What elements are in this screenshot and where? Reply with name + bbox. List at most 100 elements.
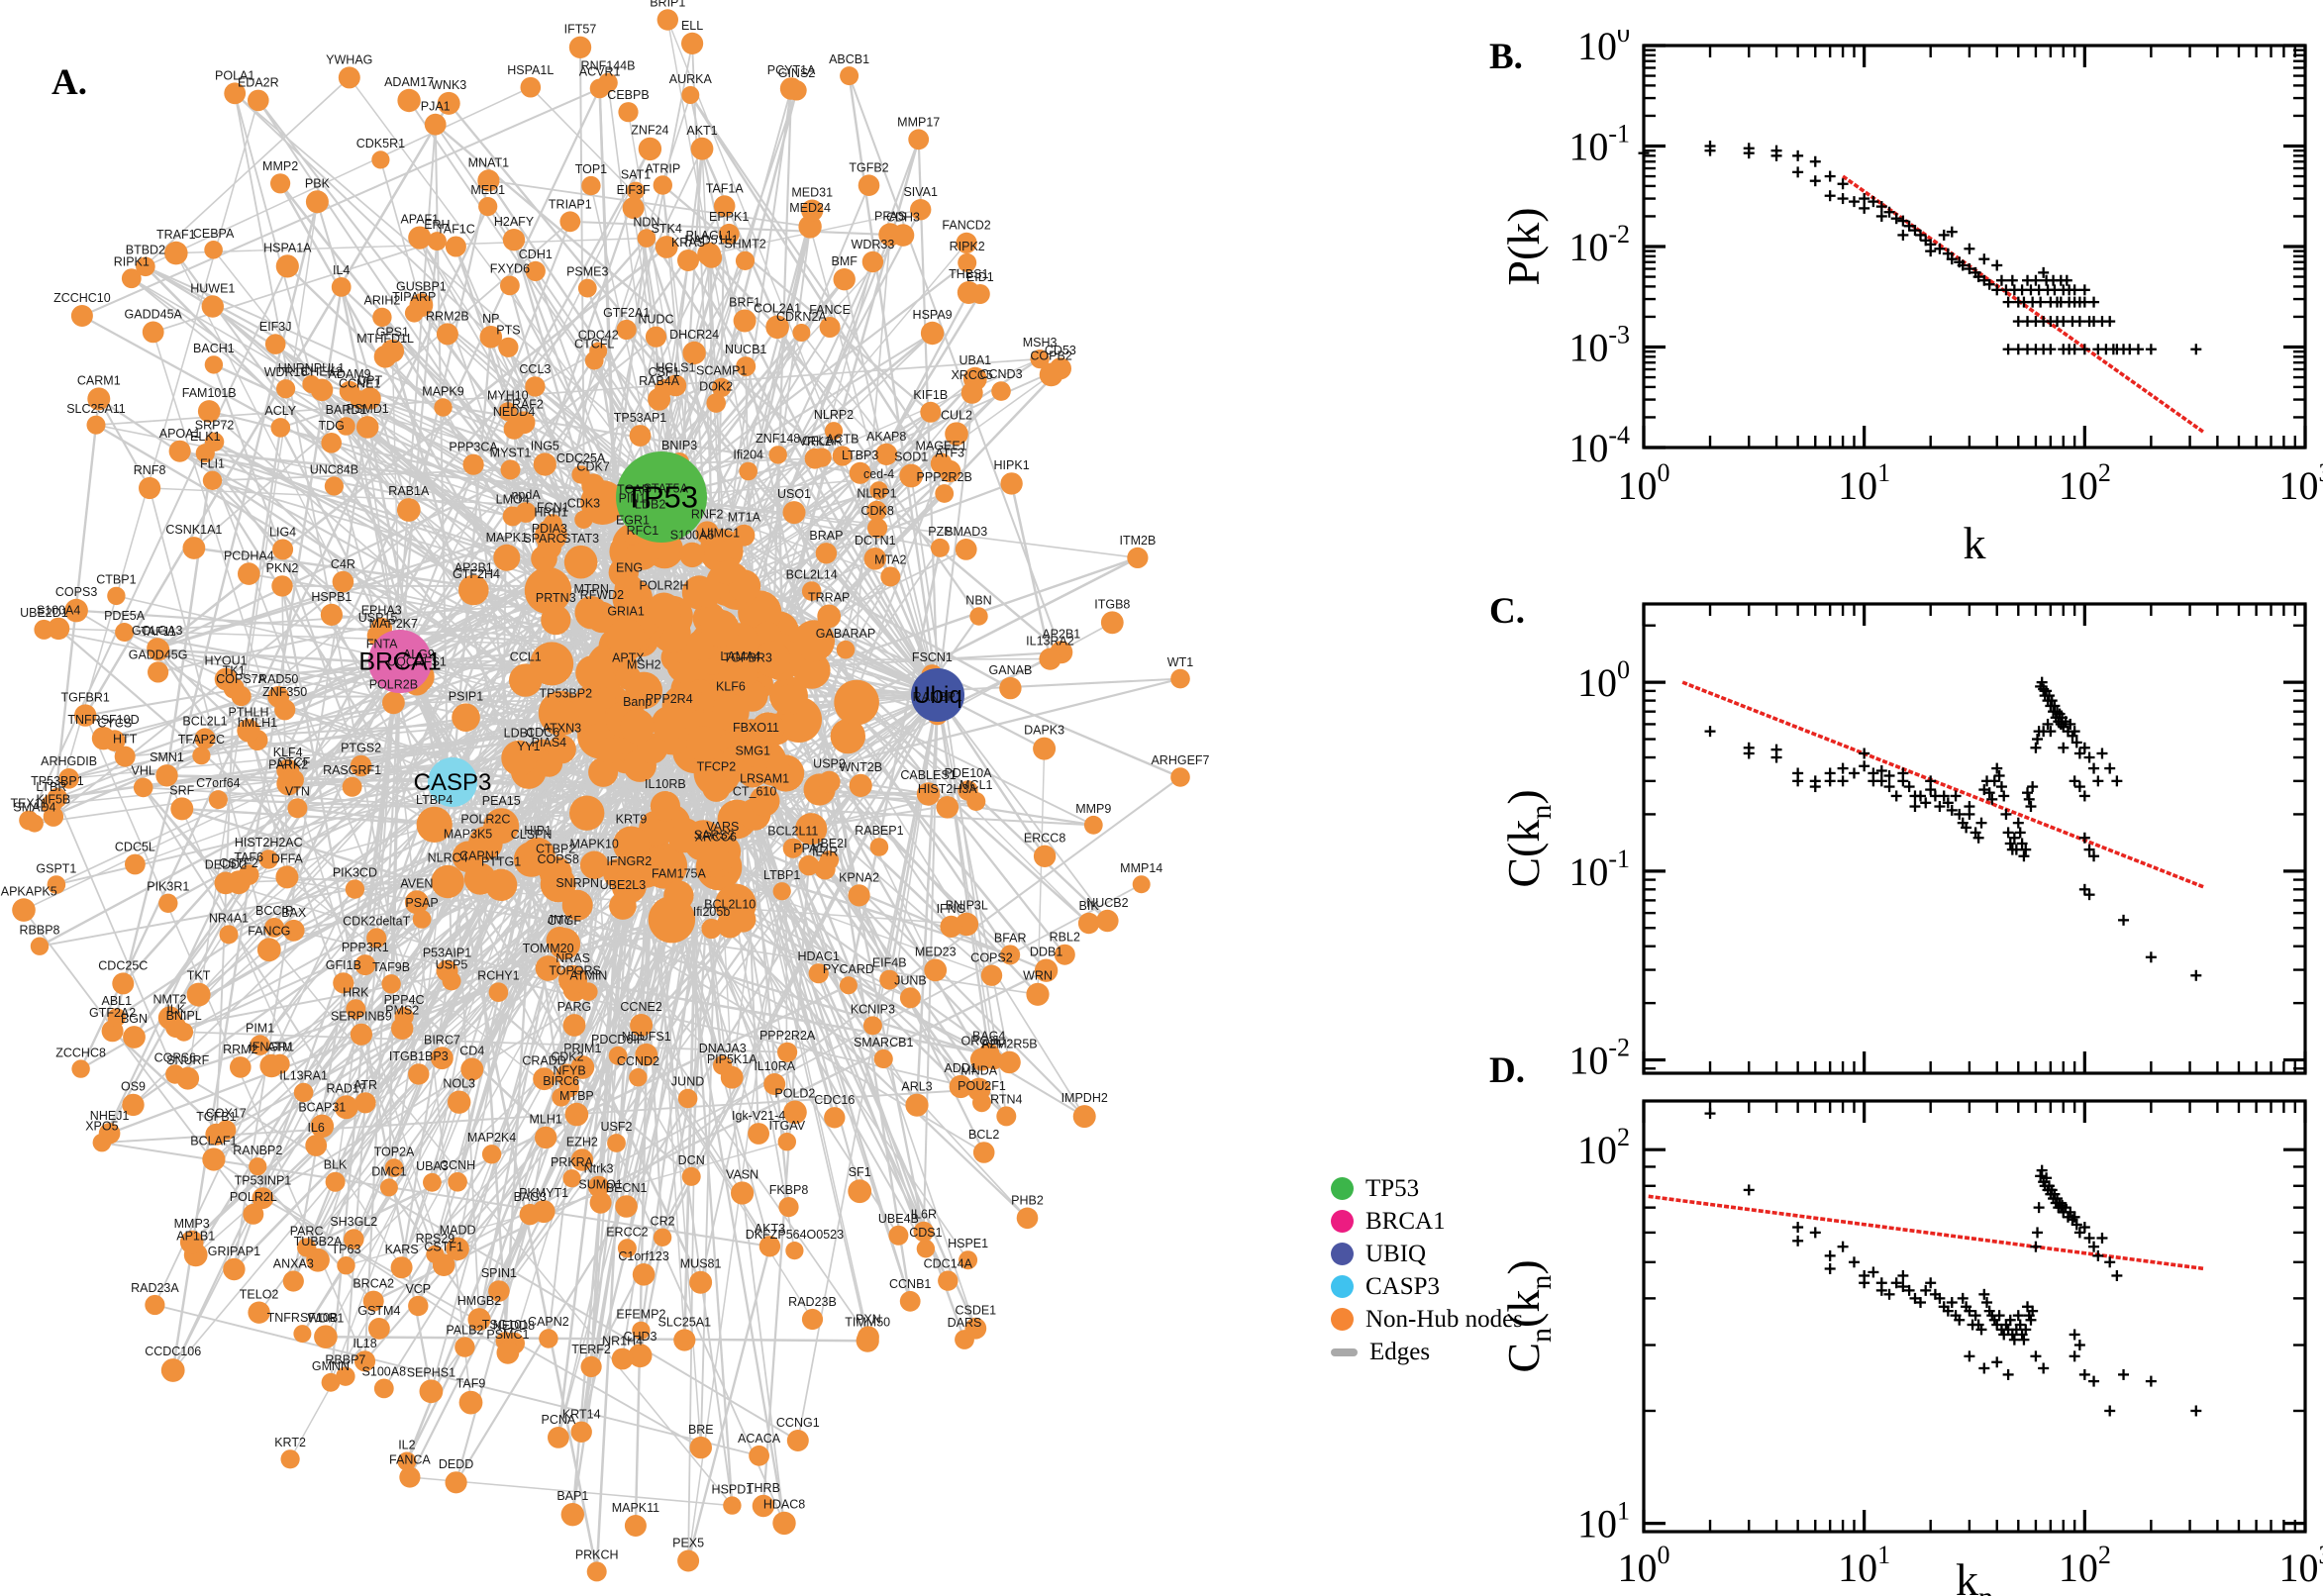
node-label: EFEMP2 (616, 1308, 665, 1322)
node-label: BCLAF1 (190, 1134, 237, 1147)
network-edge (102, 737, 734, 1507)
node-label: BARD1 (326, 403, 367, 417)
node-label: FANCG (248, 924, 290, 938)
network-edge (752, 763, 1008, 1118)
node-label: ATRIP (645, 161, 680, 175)
node-label: TSG101 (482, 1318, 529, 1332)
node-label: IFNG (937, 902, 966, 916)
node-label: GUSBP1 (396, 279, 447, 293)
node-label: LDB1 (504, 727, 535, 741)
network-node (264, 334, 286, 354)
node-label: ZNF350 (262, 685, 307, 699)
node-label: PBK (305, 176, 331, 190)
node-label: XPO5 (85, 1120, 118, 1134)
network-edge (171, 780, 454, 1372)
node-label: EZH2 (566, 1135, 598, 1148)
node-label: PPP4C (384, 993, 425, 1007)
network-edge (810, 668, 925, 1234)
plot-frame (1642, 1099, 2307, 1534)
network-node (332, 570, 354, 593)
network-edge (296, 780, 454, 810)
network-node (772, 1511, 796, 1536)
network-node (1000, 472, 1023, 495)
node-label: CSTF1 (424, 1240, 463, 1253)
network-node (424, 113, 447, 136)
network-node (785, 1242, 804, 1260)
network-node (139, 476, 161, 500)
network-edge (270, 735, 602, 1067)
network-node (164, 241, 188, 265)
network-node (552, 1087, 571, 1107)
network-node (493, 544, 521, 571)
node-label: MAPK10 (570, 838, 619, 851)
hub-label-casp3: CASP3 (414, 769, 492, 796)
network-node (641, 847, 671, 876)
network-node (632, 1263, 656, 1286)
network-node (940, 915, 962, 939)
node-label: CDC6 (526, 726, 559, 740)
node-label: PDE10A (945, 766, 993, 780)
network-node (107, 1008, 127, 1027)
node-label: Ntrk3 (584, 1162, 614, 1176)
network-node (477, 169, 500, 192)
node-label: CDH1 (519, 248, 553, 261)
network-node (998, 1050, 1021, 1074)
node-label: EDA2R (238, 76, 279, 90)
node-label: CHEK2 (301, 365, 343, 379)
node-label: CCNE2 (620, 1000, 661, 1014)
network-node (832, 446, 853, 466)
node-label: HCLS1 (656, 361, 695, 375)
network-node (779, 77, 803, 100)
tick-label: 102 (2059, 1541, 2111, 1590)
network-edge (888, 693, 940, 981)
node-label: UIMC1 (701, 526, 740, 540)
network-edge (55, 660, 401, 799)
node-label: TUBB2A (294, 1235, 343, 1248)
node-label: ZCCHC8 (55, 1046, 106, 1059)
network-node (908, 129, 930, 150)
node-label: CDK7 (576, 459, 609, 473)
network-node (718, 223, 740, 245)
network-node (650, 791, 681, 822)
node-label: EIF3J (259, 320, 292, 334)
network-node (581, 175, 601, 196)
network-node (611, 1347, 634, 1370)
y-axis-label: Cn(kn) (1498, 1259, 1558, 1372)
network-node (201, 295, 224, 318)
legend-item-nonhub: Non-Hub nodes (1331, 1303, 1523, 1336)
node-label: HDAC8 (763, 1498, 805, 1512)
network-node (419, 1379, 444, 1404)
node-label: PKMYT1 (519, 1186, 568, 1200)
tick-label: 10-2 (1568, 220, 1630, 269)
node-label: GINS2 (778, 66, 816, 80)
network-node (71, 1059, 90, 1078)
legend-label-edges: Edges (1369, 1338, 1431, 1365)
network-edge (165, 774, 324, 1128)
plot-frame (1642, 44, 2307, 449)
node-label: MLH1 (530, 1113, 562, 1127)
tick-label: 10-1 (1568, 120, 1630, 169)
network-edge (771, 87, 793, 660)
network-node (123, 1026, 146, 1048)
network-node (833, 268, 856, 291)
network-node (478, 197, 498, 217)
network-node (768, 446, 787, 464)
node-label: BLK (324, 1158, 348, 1172)
node-label: BCL2L11 (767, 825, 818, 839)
node-label: BECN1 (606, 1181, 648, 1195)
node-label: UBA1 (959, 353, 991, 367)
network-edge (329, 693, 940, 1384)
network-node (535, 955, 561, 981)
tick-label: 10-4 (1568, 421, 1630, 470)
node-label: CTCF (277, 755, 311, 769)
node-label: KCNIP3 (851, 1002, 895, 1016)
network-node (580, 1355, 602, 1377)
node-label: PPP2R4 (646, 692, 693, 706)
node-label: BCAP31 (298, 1101, 346, 1115)
network-node (19, 810, 39, 831)
axis-ticks (1642, 44, 2307, 449)
network-node (525, 260, 546, 281)
network-node (1072, 1105, 1096, 1129)
network-node (616, 319, 637, 341)
node-label: PYCARD (823, 962, 874, 976)
